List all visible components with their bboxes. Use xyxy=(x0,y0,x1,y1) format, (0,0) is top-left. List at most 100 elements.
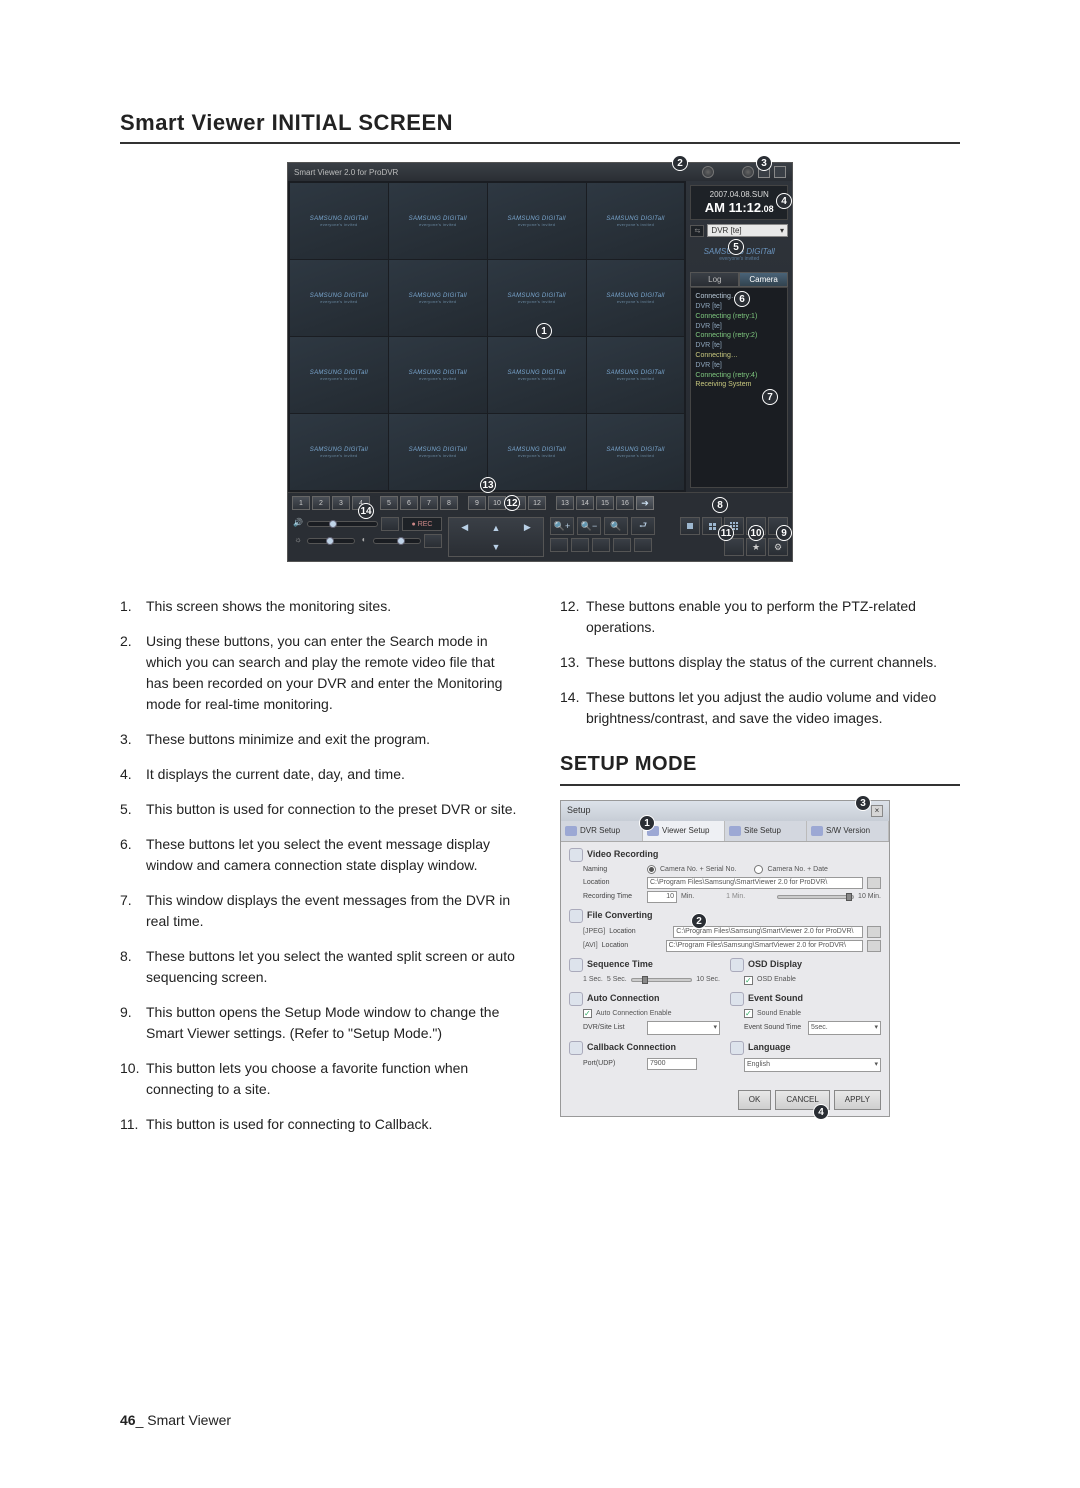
port-input[interactable]: 7900 xyxy=(647,1058,697,1070)
dvr-list-select[interactable]: ▾ xyxy=(647,1021,720,1035)
auto-conn-checkbox[interactable] xyxy=(583,1009,592,1018)
section-title: Auto Connection xyxy=(587,992,660,1006)
range-lo: 1 Min. xyxy=(698,892,773,903)
snapshot-button[interactable] xyxy=(424,534,442,548)
channel-button[interactable]: 13 xyxy=(556,496,574,510)
split-1[interactable] xyxy=(680,517,700,535)
video-cell[interactable]: SAMSUNG DIGITalleveryone's invited xyxy=(290,183,388,259)
setup-window-title: Setup xyxy=(567,804,591,818)
section-title: Video Recording xyxy=(587,848,658,862)
zoom-in-button[interactable]: 🔍+ xyxy=(550,517,574,535)
page-number: 46 xyxy=(120,1412,136,1428)
dvr-select[interactable]: DVR [te]▾ xyxy=(707,224,788,237)
channel-button[interactable]: 15 xyxy=(596,496,614,510)
browse-button[interactable] xyxy=(867,877,881,889)
video-cell[interactable]: SAMSUNG DIGITalleveryone's invited xyxy=(389,183,487,259)
channel-button[interactable]: 1 xyxy=(292,496,310,510)
rectime-input[interactable]: 10 xyxy=(647,891,677,903)
aux-button[interactable] xyxy=(634,538,652,552)
sun-icon: ☼ xyxy=(292,535,304,547)
setup-window: 1 2 3 4 Setup × DVR Setup Viewer Setup S… xyxy=(560,800,890,1117)
language-select[interactable]: English▾ xyxy=(744,1058,881,1072)
video-cell[interactable]: SAMSUNG DIGITalleveryone's invited xyxy=(587,337,685,413)
section-sequence-time: Sequence Time 1 Sec. 5 Sec. 10 Sec. xyxy=(569,958,720,986)
callout-4: 4 xyxy=(776,193,792,209)
focus-far-button[interactable] xyxy=(571,538,589,552)
section-video-recording: Video Recording Naming Camera No. + Seri… xyxy=(569,848,881,904)
video-cell[interactable]: SAMSUNG DIGITalleveryone's invited xyxy=(290,260,388,336)
video-cell[interactable]: SAMSUNG DIGITalleveryone's invited xyxy=(587,260,685,336)
video-cell[interactable]: SAMSUNG DIGITalleveryone's invited xyxy=(488,260,586,336)
close-button[interactable] xyxy=(774,166,786,178)
connect-icon[interactable]: ⇆ xyxy=(690,225,704,237)
radio-naming-1[interactable] xyxy=(647,865,656,874)
avi-path-input[interactable]: C:\Program Files\Samsung\SmartViewer 2.0… xyxy=(666,940,863,952)
ptz-down[interactable]: ▼ xyxy=(480,537,511,556)
video-cell[interactable]: SAMSUNG DIGITalleveryone's invited xyxy=(587,414,685,490)
zoom-out-button[interactable]: 🔍− xyxy=(577,517,601,535)
channel-button[interactable]: 5 xyxy=(380,496,398,510)
tab-camera[interactable]: Camera xyxy=(739,272,788,287)
samsung-logo: SAMSUNG DIGITalleveryone's invited xyxy=(409,216,467,227)
section-event-sound: Event Sound Sound Enable Event Sound Tim… xyxy=(730,992,881,1036)
video-cell[interactable]: SAMSUNG DIGITalleveryone's invited xyxy=(290,337,388,413)
video-cell[interactable]: SAMSUNG DIGITalleveryone's invited xyxy=(290,414,388,490)
search-mode-icon[interactable] xyxy=(742,166,754,178)
callout-5: 5 xyxy=(728,239,744,255)
browse-button[interactable] xyxy=(867,940,881,952)
rec-button[interactable]: ● REC xyxy=(402,517,442,531)
auto-conn-icon xyxy=(569,992,583,1006)
desc-item: These buttons let you select the wanted … xyxy=(120,946,520,988)
preset-button[interactable]: ⮐ xyxy=(631,517,655,535)
samsung-logo: SAMSUNG DIGITalleveryone's invited xyxy=(409,370,467,381)
ok-button[interactable]: OK xyxy=(738,1090,772,1110)
channel-button[interactable]: 7 xyxy=(420,496,438,510)
tab-viewer-setup[interactable]: Viewer Setup xyxy=(643,821,725,841)
zoom-reset-button[interactable]: 🔍 xyxy=(604,517,628,535)
iris-open-button[interactable] xyxy=(592,538,610,552)
setup-close-button[interactable]: × xyxy=(871,805,883,817)
video-cell[interactable]: SAMSUNG DIGITalleveryone's invited xyxy=(389,414,487,490)
channel-button[interactable]: 3 xyxy=(332,496,350,510)
osd-checkbox[interactable] xyxy=(744,976,753,985)
location-input[interactable]: C:\Program Files\Samsung\SmartViewer 2.0… xyxy=(647,877,863,889)
radio-naming-2[interactable] xyxy=(754,865,763,874)
video-cell[interactable]: SAMSUNG DIGITalleveryone's invited xyxy=(488,337,586,413)
ptz-up[interactable]: ▲ xyxy=(480,518,511,537)
sound-time-select[interactable]: 5sec.▾ xyxy=(808,1021,881,1035)
ptz-left[interactable]: ◀ xyxy=(449,518,480,537)
volume-slider[interactable]: 🔊 ● REC xyxy=(292,517,442,531)
focus-near-button[interactable] xyxy=(550,538,568,552)
dvr-selector[interactable]: ⇆ DVR [te]▾ xyxy=(690,224,788,237)
channel-button[interactable]: 16 xyxy=(616,496,634,510)
brightness-slider[interactable]: ☼ ◐ xyxy=(292,534,442,548)
sound-checkbox[interactable] xyxy=(744,1009,753,1018)
browse-button[interactable] xyxy=(867,926,881,938)
samsung-logo: SAMSUNG DIGITalleveryone's invited xyxy=(409,447,467,458)
apply-button[interactable]: APPLY xyxy=(834,1090,881,1110)
tab-site-setup[interactable]: Site Setup xyxy=(725,821,807,841)
video-cell[interactable]: SAMSUNG DIGITalleveryone's invited xyxy=(389,260,487,336)
ptz-right[interactable]: ▶ xyxy=(512,518,543,537)
setup-mode-title: SETUP MODE xyxy=(560,749,960,786)
channel-button[interactable]: 14 xyxy=(576,496,594,510)
tab-log[interactable]: Log xyxy=(690,272,739,287)
channel-button[interactable]: 12 xyxy=(528,496,546,510)
save-image-button[interactable] xyxy=(381,517,399,531)
channel-button[interactable]: 9 xyxy=(468,496,486,510)
time-text: AM 11:12.08 xyxy=(695,200,783,216)
channel-button[interactable]: 2 xyxy=(312,496,330,510)
iris-close-button[interactable] xyxy=(613,538,631,552)
tab-dvr-setup[interactable]: DVR Setup xyxy=(561,821,643,841)
mode-toggle-icon[interactable] xyxy=(702,166,714,178)
setup-callout-3: 3 xyxy=(855,795,871,811)
tab-sw-version[interactable]: S/W Version xyxy=(807,821,889,841)
ptz-pad[interactable]: ◀ ▲ ▶ ▼ xyxy=(448,517,544,557)
channel-button[interactable]: 6 xyxy=(400,496,418,510)
video-cell[interactable]: SAMSUNG DIGITalleveryone's invited xyxy=(587,183,685,259)
video-cell[interactable]: SAMSUNG DIGITalleveryone's invited xyxy=(488,414,586,490)
video-cell[interactable]: SAMSUNG DIGITalleveryone's invited xyxy=(389,337,487,413)
next-channels-button[interactable]: ➔ xyxy=(636,496,654,510)
video-cell[interactable]: SAMSUNG DIGITalleveryone's invited xyxy=(488,183,586,259)
channel-button[interactable]: 8 xyxy=(440,496,458,510)
